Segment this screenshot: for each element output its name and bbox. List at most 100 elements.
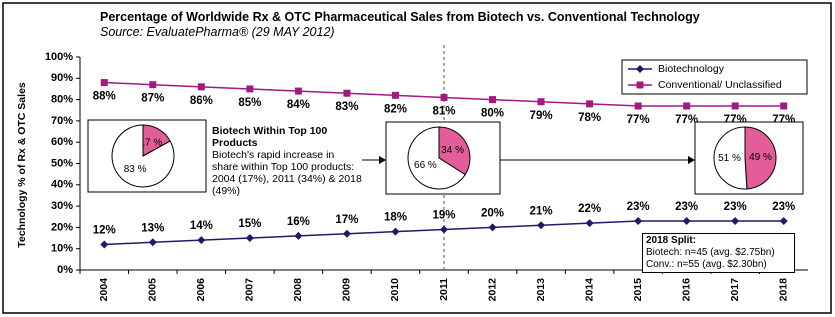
data-point [149,81,157,89]
data-label: 77% [675,114,698,126]
pie-label: 17 % [139,137,162,148]
data-label: 23% [724,201,747,213]
data-point [440,225,448,234]
data-point [197,236,206,245]
x-tick-label: 2010 [389,278,401,302]
y-tick-label: 100% [45,51,73,63]
data-label: 19% [432,210,455,222]
x-tick-label: 2017 [729,278,741,302]
y-tick-label: 0% [57,264,73,276]
y-tick-label: 10% [51,243,73,255]
pie-label: 51 % [718,153,741,164]
x-tick-label: 2008 [292,278,304,302]
data-label: 77% [627,114,650,126]
y-tick-label: 60% [51,136,73,148]
data-label: 23% [675,201,698,213]
annotation-title: Biotech Within Top 100 Products [212,125,328,149]
x-tick-label: 2007 [244,278,256,302]
x-tick-label: 2009 [341,278,353,302]
split-title: 2018 Split: [646,235,697,246]
data-label: 80% [481,108,504,120]
data-label: 18% [384,212,407,224]
x-tick-label: 2011 [438,278,450,301]
data-label: 15% [238,218,261,230]
data-label: 22% [578,203,601,215]
y-tick-label: 40% [51,179,73,191]
data-point [585,219,594,228]
data-label: 79% [530,110,553,122]
x-tick-label: 2014 [583,278,595,302]
data-label: 88% [93,91,116,103]
data-label: 23% [772,201,795,213]
pie-label: 34 % [441,145,464,156]
data-label: 81% [432,106,455,118]
y-axis-label: Technology % of Rx & OTC Sales [16,82,28,248]
data-point [245,234,254,243]
legend-label: Biotechnology [658,63,725,75]
data-point [779,217,788,226]
data-point [780,102,788,110]
split-box: 2018 Split: Biotech: n=45 (avg. $2.75bn)… [642,233,795,273]
data-point [682,217,691,226]
pie-label: 83 % [124,164,147,175]
x-tick-label: 2006 [195,278,207,302]
data-point [537,98,545,106]
data-label: 13% [141,222,164,234]
data-label: 86% [190,95,213,107]
data-point [634,217,643,226]
pie-slice [407,126,466,190]
x-tick-label: 2005 [147,278,159,302]
data-point [489,96,497,104]
data-label: 17% [335,214,358,226]
data-label: 82% [384,103,407,115]
data-label: 87% [141,93,164,105]
data-point [246,85,254,93]
data-point [440,93,448,101]
data-label: 12% [93,224,116,236]
data-label: 84% [287,99,310,111]
data-label: 14% [190,220,213,232]
data-point [683,102,691,110]
y-tick-label: 90% [51,72,73,84]
split-text: Conv.: n=55 (avg. $2.30bn) [646,259,767,270]
data-label: 21% [530,205,553,217]
legend-marker [636,65,644,73]
annotation-text: Biotech's rapid increase in share within… [212,149,362,197]
y-tick-label: 50% [51,157,73,169]
data-point [537,221,546,230]
data-label: 85% [238,97,261,109]
data-point [100,240,109,249]
pie-slice [713,126,748,190]
y-tick-label: 30% [51,200,73,212]
y-tick-label: 80% [51,94,73,106]
data-point [586,100,594,108]
x-tick-label: 2013 [535,278,547,302]
data-point [294,87,302,95]
data-point [148,238,157,247]
data-point [391,227,400,236]
data-label: 20% [481,207,504,219]
data-label: 83% [335,101,358,113]
data-point [197,83,205,91]
data-point [343,89,351,97]
data-point [731,217,740,226]
annotation-box: Biotech Within Top 100 Products Biotech'… [212,125,362,197]
data-point [100,79,108,87]
x-tick-label: 2004 [98,278,110,302]
pie-slice [744,126,777,190]
data-label: 16% [287,216,310,228]
chart-subtitle: Source: EvaluatePharma® (29 MAY 2012) [100,25,335,39]
data-point [294,231,303,240]
chart-title-block: Percentage of Worldwide Rx & OTC Pharmac… [100,10,700,40]
y-tick-label: 70% [51,115,73,127]
legend-marker [636,81,644,89]
data-label: 78% [578,112,601,124]
data-point [342,229,351,238]
data-point [391,91,399,99]
x-tick-label: 2012 [486,278,498,302]
x-tick-label: 2015 [632,278,644,302]
arrow-head [379,156,386,164]
legend-box [621,59,808,95]
